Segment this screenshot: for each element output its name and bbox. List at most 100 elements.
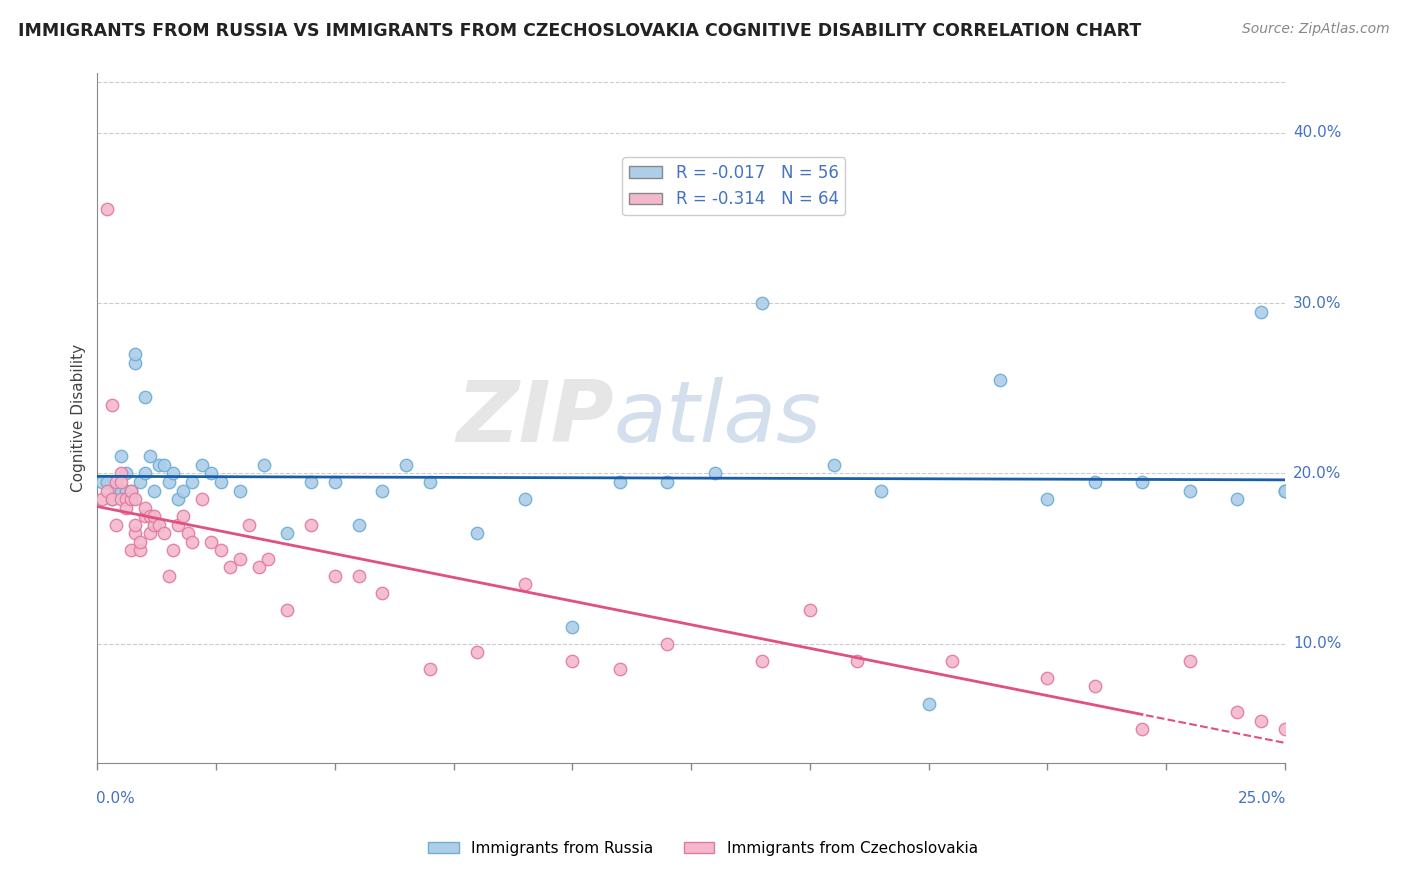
Point	[209, 475, 232, 489]
Point	[1178, 483, 1201, 498]
Point	[299, 517, 322, 532]
Point	[96, 202, 118, 217]
Point	[124, 517, 146, 532]
Point	[157, 475, 180, 489]
Point	[115, 500, 138, 515]
Text: 25.0%: 25.0%	[1237, 791, 1286, 805]
Point	[176, 526, 198, 541]
Text: IMMIGRANTS FROM RUSSIA VS IMMIGRANTS FROM CZECHOSLOVAKIA COGNITIVE DISABILITY CO: IMMIGRANTS FROM RUSSIA VS IMMIGRANTS FRO…	[18, 22, 1142, 40]
Point	[105, 517, 128, 532]
Point	[115, 467, 138, 481]
Point	[110, 450, 132, 464]
Point	[395, 458, 418, 472]
Point	[124, 347, 146, 361]
Point	[219, 560, 242, 574]
Point	[148, 458, 170, 472]
Point	[918, 697, 941, 711]
Point	[1036, 491, 1059, 506]
Point	[191, 458, 214, 472]
Point	[941, 654, 963, 668]
Point	[870, 483, 893, 498]
Point	[703, 467, 725, 481]
Point	[347, 568, 370, 582]
Point	[1274, 722, 1296, 736]
Point	[110, 483, 132, 498]
Point	[247, 560, 270, 574]
Point	[323, 568, 346, 582]
Point	[276, 603, 298, 617]
Point	[209, 543, 232, 558]
Point	[751, 296, 773, 310]
Point	[162, 543, 184, 558]
Point	[120, 483, 142, 498]
Point	[124, 526, 146, 541]
Point	[1226, 705, 1249, 719]
Point	[172, 509, 194, 524]
Point	[167, 517, 190, 532]
Point	[134, 467, 156, 481]
Point	[120, 483, 142, 498]
Point	[609, 662, 631, 676]
Point	[124, 356, 146, 370]
Point	[347, 517, 370, 532]
Point	[1250, 714, 1272, 728]
Point	[513, 491, 536, 506]
Point	[513, 577, 536, 591]
Point	[229, 483, 252, 498]
Point	[162, 467, 184, 481]
Point	[1274, 483, 1296, 498]
Point	[657, 475, 679, 489]
Point	[371, 586, 394, 600]
Point	[143, 483, 166, 498]
Point	[100, 491, 122, 506]
Point	[120, 491, 142, 506]
Point	[419, 662, 441, 676]
Point	[120, 543, 142, 558]
Point	[799, 603, 821, 617]
Point	[110, 475, 132, 489]
Point	[1084, 475, 1107, 489]
Point	[657, 637, 679, 651]
Point	[323, 475, 346, 489]
Point	[371, 483, 394, 498]
Point	[181, 534, 204, 549]
Legend: Immigrants from Russia, Immigrants from Czechoslovakia: Immigrants from Russia, Immigrants from …	[422, 835, 984, 862]
Point	[110, 467, 132, 481]
Text: 10.0%: 10.0%	[1294, 636, 1341, 651]
Point	[129, 475, 152, 489]
Point	[1274, 483, 1296, 498]
Point	[191, 491, 214, 506]
Point	[561, 654, 583, 668]
Point	[143, 509, 166, 524]
Legend: R = -0.017   N = 56, R = -0.314   N = 64: R = -0.017 N = 56, R = -0.314 N = 64	[623, 157, 845, 215]
Point	[1226, 491, 1249, 506]
Point	[1250, 304, 1272, 318]
Point	[1132, 722, 1154, 736]
Point	[100, 491, 122, 506]
Point	[134, 390, 156, 404]
Point	[181, 475, 204, 489]
Text: 30.0%: 30.0%	[1294, 295, 1341, 310]
Point	[419, 475, 441, 489]
Point	[1274, 483, 1296, 498]
Point	[134, 509, 156, 524]
Point	[751, 654, 773, 668]
Point	[1084, 680, 1107, 694]
Point	[105, 475, 128, 489]
Point	[96, 483, 118, 498]
Y-axis label: Cognitive Disability: Cognitive Disability	[72, 344, 86, 492]
Point	[91, 491, 114, 506]
Point	[138, 450, 160, 464]
Point	[229, 551, 252, 566]
Point	[823, 458, 845, 472]
Point	[115, 483, 138, 498]
Text: Source: ZipAtlas.com: Source: ZipAtlas.com	[1241, 22, 1389, 37]
Point	[157, 568, 180, 582]
Point	[96, 475, 118, 489]
Point	[105, 483, 128, 498]
Text: atlas: atlas	[614, 376, 823, 459]
Point	[138, 526, 160, 541]
Point	[100, 398, 122, 412]
Point	[129, 543, 152, 558]
Point	[143, 517, 166, 532]
